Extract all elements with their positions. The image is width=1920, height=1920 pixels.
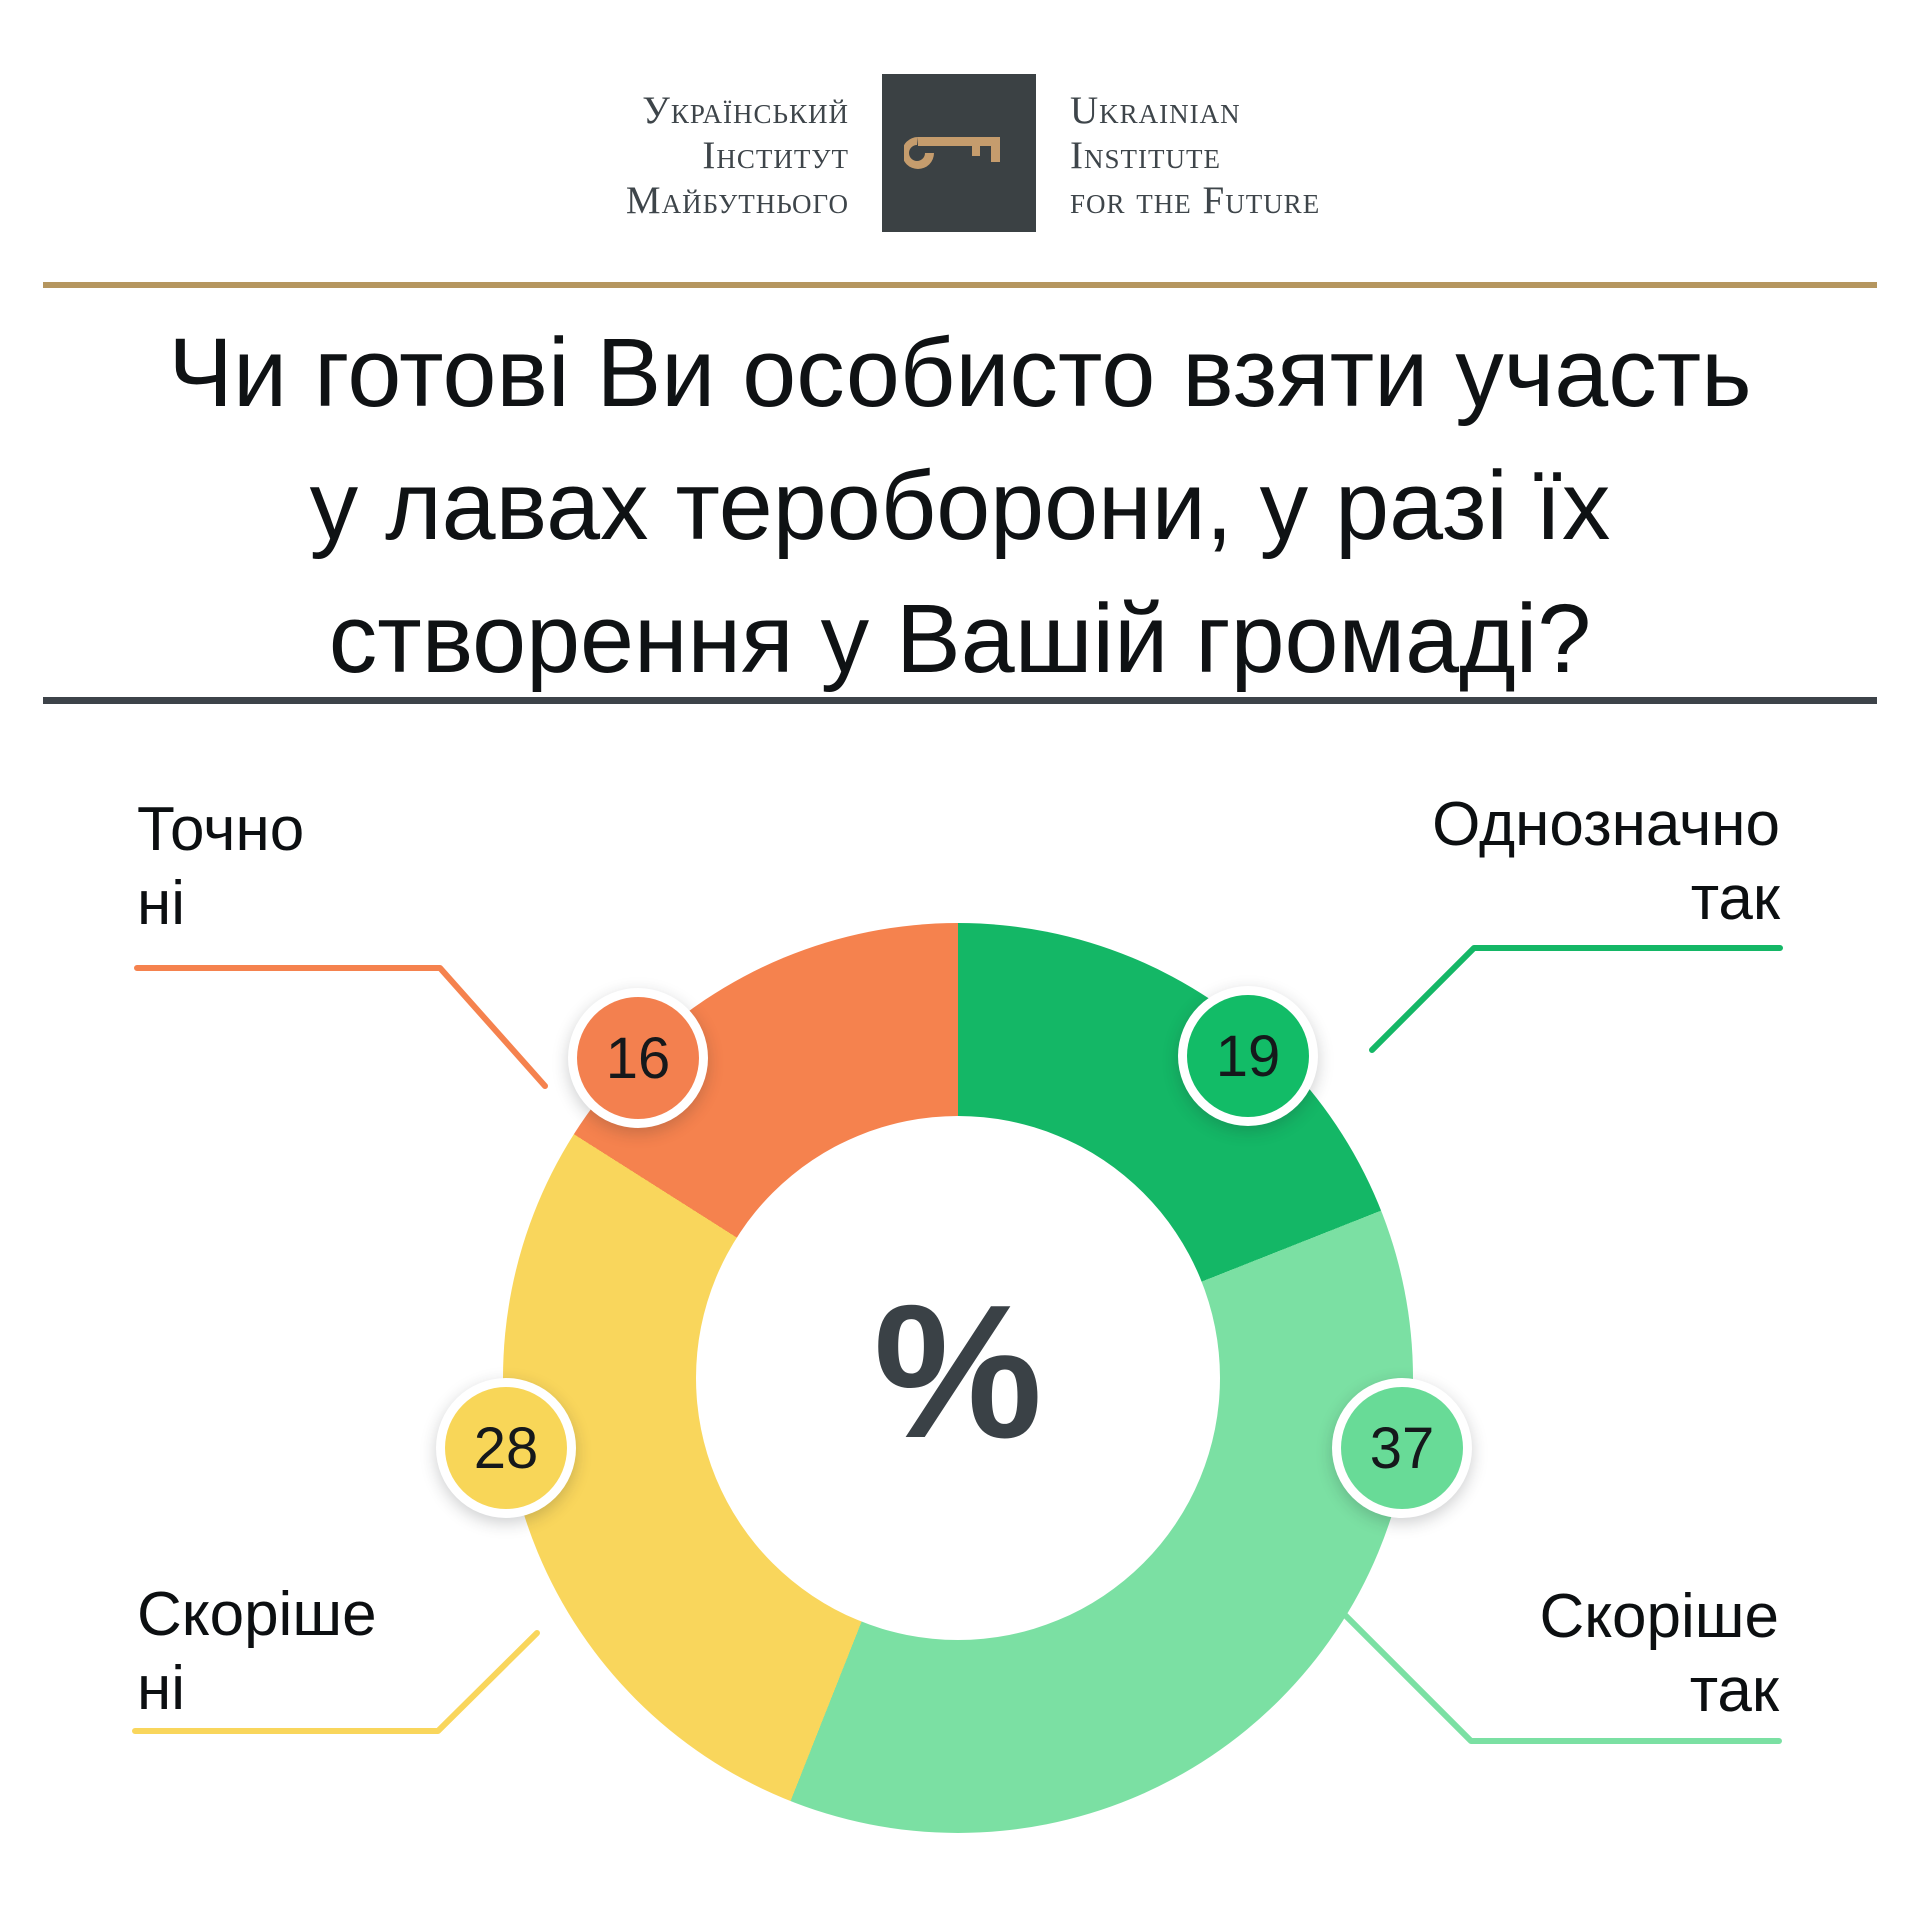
logo-cyr-line3: Майбутнього: [625, 179, 849, 222]
callout-line-odnoznachno-tak: [1369, 945, 1783, 1053]
slice-label-skorishe-tak-line2: так: [1689, 1656, 1779, 1725]
header-logo: Український Інститут Майбутнього Ukraini…: [0, 74, 1920, 234]
logo-cyr-line2: Інститут: [702, 134, 849, 177]
key-icon: [904, 137, 1000, 169]
slice-label-odnoznachno-tak-line1: Однозначно: [1432, 790, 1780, 859]
slice-label-tochno-ni-line1: Точно: [137, 795, 305, 864]
logo-mark: [882, 74, 1036, 232]
value-skorishe-tak: 37: [1341, 1387, 1463, 1509]
callout-line-tochno-ni: [134, 965, 548, 1089]
slice-label-tochno-ni-line2: ні: [137, 869, 186, 938]
logo-eng-line1: Ukrainian: [1070, 89, 1241, 132]
title-line3: створення у Вашій громаді?: [328, 584, 1592, 693]
gold-divider: [43, 282, 1877, 288]
logo-eng-line2: Institute: [1070, 134, 1221, 177]
logo-eng-line3: for the Future: [1070, 179, 1321, 222]
value-badge-odnoznachno-tak: 19: [1178, 986, 1318, 1126]
title-line1: Чи готові Ви особисто взяти участь: [168, 318, 1752, 427]
value-skorishe-ni: 28: [445, 1387, 567, 1509]
slice-label-skorishe-ni-line2: ні: [137, 1654, 186, 1723]
dark-divider: [43, 697, 1877, 704]
slice-label-skorishe-tak-line1: Скоріше: [1539, 1582, 1779, 1651]
page-title: Чи готові Ви особисто взяти участь у лав…: [60, 306, 1860, 705]
value-odnoznachno-tak: 19: [1187, 995, 1309, 1117]
slice-label-odnoznachno-tak: Однозначно так: [1432, 788, 1780, 936]
logo-text-ukrainian: Український Інститут Майбутнього: [380, 88, 849, 223]
slice-label-skorishe-ni: Скоріше ні: [137, 1578, 377, 1726]
donut-hole: %: [696, 1116, 1220, 1640]
slice-label-skorishe-tak: Скоріше так: [1539, 1580, 1779, 1728]
value-badge-skorishe-tak: 37: [1332, 1378, 1472, 1518]
logo-cyr-line1: Український: [642, 89, 849, 132]
logo-text-english: Ukrainian Institute for the Future: [1070, 88, 1570, 223]
title-line2: у лавах тероборони, у разі їх: [309, 451, 1611, 560]
slice-label-odnoznachno-tak-line2: так: [1690, 864, 1780, 933]
value-tochno-ni: 16: [577, 997, 699, 1119]
value-badge-tochno-ni: 16: [568, 988, 708, 1128]
donut-center-label: %: [873, 1266, 1043, 1478]
value-badge-skorishe-ni: 28: [436, 1378, 576, 1518]
slice-label-skorishe-ni-line1: Скоріше: [137, 1580, 377, 1649]
slice-label-tochno-ni: Точно ні: [137, 793, 304, 941]
